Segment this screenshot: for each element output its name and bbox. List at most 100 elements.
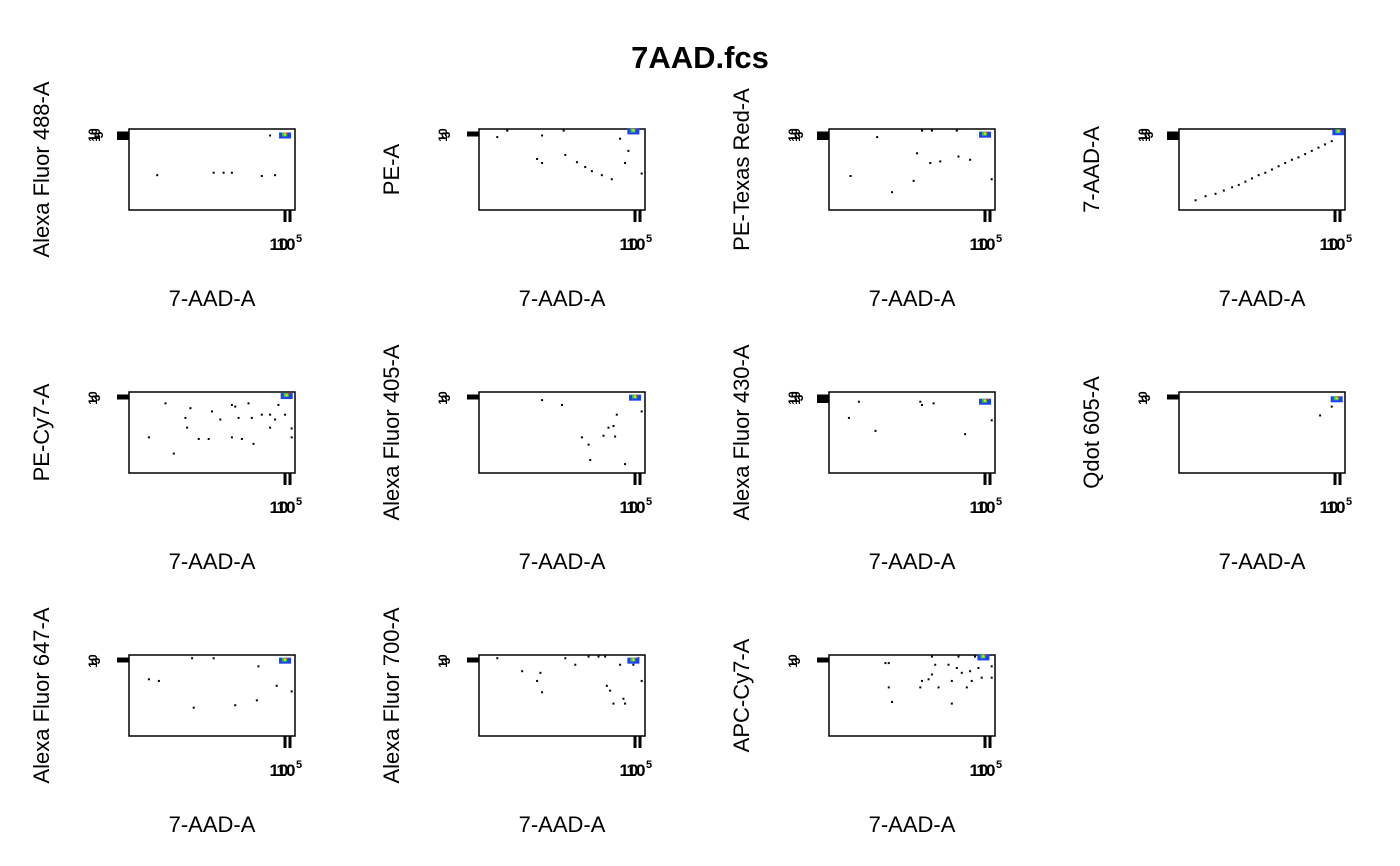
data-point — [290, 436, 293, 439]
density-cluster-peak — [986, 131, 988, 134]
density-cluster-peak — [1337, 396, 1340, 398]
data-point — [977, 666, 980, 669]
data-point — [172, 452, 175, 455]
data-point — [189, 407, 192, 410]
x-axis-label: 7-AAD-A — [519, 286, 606, 311]
data-point — [624, 702, 627, 705]
data-point — [1194, 199, 1197, 202]
data-point — [197, 437, 200, 440]
y-axis-label: PE-Cy7-A — [29, 383, 54, 481]
data-point — [919, 400, 922, 403]
data-point — [1319, 414, 1322, 417]
data-point — [574, 663, 577, 666]
data-point — [610, 178, 613, 181]
data-point — [887, 662, 890, 665]
x-tick-label: 10 — [970, 235, 989, 254]
data-point — [564, 153, 567, 156]
data-point — [1304, 153, 1307, 156]
data-point — [257, 665, 260, 668]
y-tick-label: 10 — [786, 654, 800, 668]
y-tick-label: 3 — [439, 131, 453, 138]
density-cluster-high — [632, 129, 635, 132]
x-tick-label: 5 — [996, 233, 1002, 245]
data-point — [230, 436, 233, 439]
x-axis-label: 7-AAD-A — [869, 812, 956, 837]
data-point — [274, 418, 277, 421]
plot-frame — [828, 391, 996, 474]
figure-title: 7AAD.fcs — [631, 40, 769, 75]
x-axis-label: 7-AAD-A — [519, 812, 606, 837]
data-point — [874, 429, 877, 432]
data-point — [1270, 168, 1273, 171]
data-point — [1264, 171, 1267, 174]
data-point — [927, 678, 930, 681]
data-point — [191, 657, 194, 660]
data-point — [930, 673, 933, 676]
data-point — [602, 434, 605, 437]
data-point — [269, 134, 272, 137]
data-point — [521, 670, 524, 673]
density-cluster-high — [984, 132, 987, 135]
data-point — [1214, 192, 1217, 195]
data-point — [920, 129, 923, 132]
data-point — [496, 657, 499, 660]
y-tick-label: 10 — [86, 391, 100, 405]
x-tick-label: 10 — [270, 235, 289, 254]
data-point — [290, 427, 293, 430]
y-axis-label: Qdot 605-A — [1079, 376, 1104, 489]
data-point — [541, 399, 544, 402]
density-cluster-peak — [1339, 129, 1341, 131]
density-cluster-high — [984, 399, 987, 402]
data-point — [957, 155, 960, 158]
data-point — [541, 162, 544, 165]
plot-frame — [828, 128, 996, 211]
data-point — [1290, 158, 1293, 161]
data-point — [230, 403, 233, 406]
x-tick-label: 10 — [1327, 235, 1346, 254]
x-tick-label: 5 — [1346, 496, 1352, 508]
data-point — [255, 699, 258, 702]
y-tick-label: 3 — [1142, 131, 1156, 138]
x-tick-label: 10 — [627, 498, 646, 517]
data-point — [587, 655, 590, 658]
density-cluster-peak — [634, 128, 636, 130]
y-tick-label: 10 — [1139, 128, 1153, 142]
y-tick-label: 10 — [86, 654, 100, 668]
x-tick-label: 5 — [296, 759, 302, 771]
x-tick-label: 10 — [627, 761, 646, 780]
data-point — [965, 686, 968, 689]
density-cluster-peak — [634, 657, 636, 660]
data-point — [955, 129, 958, 132]
data-point — [1257, 174, 1260, 177]
data-point — [990, 676, 993, 679]
data-point — [247, 402, 250, 405]
plot-frame — [828, 654, 996, 737]
x-tick-label: 5 — [996, 759, 1002, 771]
data-point — [1244, 180, 1247, 183]
y-tick-label: 3 — [789, 657, 803, 664]
data-point — [622, 697, 625, 700]
data-point — [541, 691, 544, 694]
data-point — [990, 178, 993, 181]
data-point — [632, 663, 635, 666]
density-cluster-high — [285, 394, 288, 397]
data-point — [920, 403, 923, 406]
data-point — [587, 443, 590, 446]
y-axis-label: PE-A — [379, 144, 404, 196]
data-point — [219, 418, 222, 421]
data-point — [274, 174, 277, 177]
x-tick-label: 10 — [1320, 498, 1339, 517]
x-tick-label: 10 — [277, 235, 296, 254]
x-tick-label: 5 — [646, 233, 652, 245]
density-cluster-peak — [636, 394, 638, 397]
y-tick-label: 10 — [436, 654, 450, 668]
x-tick-label: 10 — [977, 235, 996, 254]
data-point — [849, 174, 852, 177]
data-point — [1204, 195, 1207, 198]
data-point — [277, 403, 280, 406]
data-point — [506, 129, 509, 132]
data-point — [920, 679, 923, 682]
